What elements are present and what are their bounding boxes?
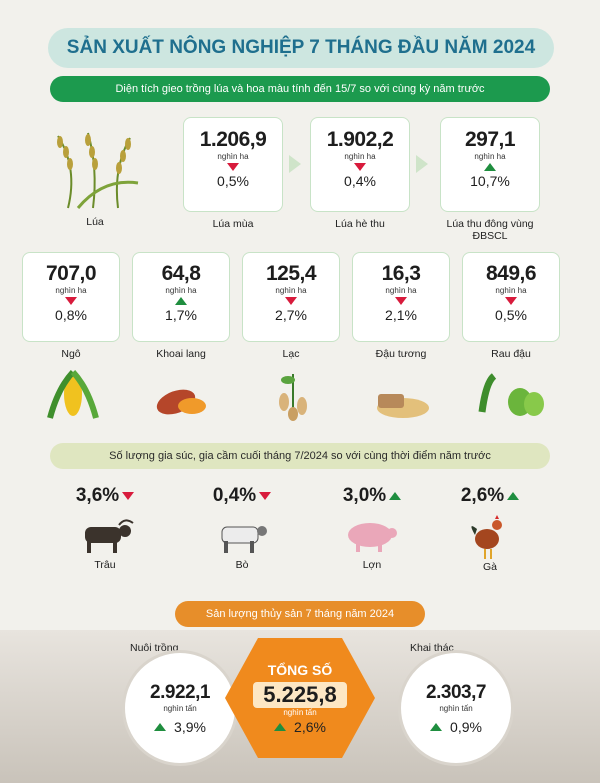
percent: 0,4% bbox=[344, 173, 376, 189]
percent: 0,8% bbox=[55, 307, 87, 323]
trend-up-icon bbox=[430, 722, 443, 731]
fishery-catching-circle: 2.303,7 nghìn tấn 0,9% bbox=[398, 650, 514, 766]
rice-card-lua-he-thu: 1.902,2 nghìn ha 0,4% bbox=[310, 117, 410, 212]
trend-down-icon bbox=[505, 297, 517, 305]
percent: 1,7% bbox=[165, 307, 197, 323]
livestock-label: Trâu bbox=[94, 559, 116, 571]
trend-down-icon bbox=[395, 297, 407, 305]
crop-label: Lạc bbox=[282, 348, 300, 360]
value: 2.303,7 bbox=[426, 681, 486, 703]
livestock-ga: 2,6% Gà bbox=[440, 485, 540, 585]
arrow-right-icon bbox=[416, 155, 428, 173]
value: 125,4 bbox=[265, 262, 317, 285]
crop-card-lac: 125,4 nghìn ha 2,7% bbox=[242, 252, 340, 342]
percent: 0,9% bbox=[450, 718, 482, 735]
unit: nghìn ha bbox=[165, 286, 197, 295]
buffalo-icon bbox=[85, 519, 134, 553]
crop-card-ngo: 707,0 nghìn ha 0,8% bbox=[22, 252, 120, 342]
section-livestock-header: Số lượng gia súc, gia cầm cuối tháng 7/2… bbox=[50, 443, 550, 469]
cow-icon bbox=[221, 526, 267, 553]
percent: 10,7% bbox=[470, 173, 510, 189]
rice-card-lua-mua: 1.206,9 nghìn ha 0,5% bbox=[183, 117, 283, 212]
fishery-total: TỔNG SỐ 5.225,8 nghìn tấn 2,6% bbox=[225, 638, 375, 758]
corn-icon bbox=[38, 368, 108, 425]
crop-label: Rau đậu bbox=[491, 348, 531, 360]
green-vegetable-icon bbox=[472, 372, 547, 423]
livestock-lon: 3,0% Lợn bbox=[322, 485, 422, 585]
unit: nghìn tấn bbox=[283, 707, 317, 717]
value: 64,8 bbox=[161, 262, 201, 285]
value: 1.206,9 bbox=[199, 128, 267, 151]
crop-card-rau-dau: 849,6 nghìn ha 0,5% bbox=[462, 252, 560, 342]
rice-card-label: Lúa thu đông vùng ĐBSCL bbox=[446, 218, 534, 242]
rice-card-label: Lúa mùa bbox=[212, 218, 254, 230]
peanut-icon bbox=[268, 372, 318, 427]
rice-label: Lúa bbox=[86, 216, 104, 228]
value: 16,3 bbox=[381, 262, 421, 285]
value: 1.902,2 bbox=[326, 128, 394, 151]
percent: 2,1% bbox=[385, 307, 417, 323]
arrow-right-icon bbox=[289, 155, 301, 173]
section-fishery-header: Sản lượng thủy sản 7 tháng năm 2024 bbox=[175, 601, 425, 627]
percent: 3,6% bbox=[75, 485, 120, 506]
crop-card-dau-tuong: 16,3 nghìn ha 2,1% bbox=[352, 252, 450, 342]
trend-down-icon bbox=[259, 492, 272, 500]
rooster-icon bbox=[471, 515, 502, 559]
crop-label: Ngô bbox=[61, 348, 81, 360]
percent: 2,6% bbox=[294, 718, 326, 735]
livestock-label: Lợn bbox=[362, 559, 382, 571]
unit: nghìn ha bbox=[275, 286, 307, 295]
trend-down-icon bbox=[354, 163, 366, 171]
pig-icon bbox=[348, 523, 397, 552]
page-title: SẢN XUẤT NÔNG NGHIỆP 7 THÁNG ĐẦU NĂM 202… bbox=[48, 28, 554, 68]
unit: nghìn ha bbox=[385, 286, 417, 295]
value: 2.922,1 bbox=[150, 681, 210, 703]
rice-card-lua-thu-dong: 297,1 nghìn ha 10,7% bbox=[440, 117, 540, 212]
total-hexagon: TỔNG SỐ 5.225,8 nghìn tấn 2,6% bbox=[225, 638, 375, 758]
total-label: TỔNG SỐ bbox=[267, 661, 333, 678]
trend-down-icon bbox=[227, 163, 239, 171]
sweet-potato-icon bbox=[152, 378, 212, 423]
unit: nghìn ha bbox=[495, 286, 527, 295]
crop-label: Khoai lang bbox=[156, 348, 206, 360]
trend-up-icon bbox=[507, 492, 520, 500]
unit: nghìn tấn bbox=[439, 703, 473, 713]
rice-card-label: Lúa hè thu bbox=[335, 218, 385, 230]
crop-card-khoai-lang: 64,8 nghìn ha 1,7% bbox=[132, 252, 230, 342]
trend-up-icon bbox=[389, 492, 402, 500]
trend-down-icon bbox=[285, 297, 297, 305]
unit: nghìn ha bbox=[217, 152, 249, 161]
unit: nghìn ha bbox=[344, 152, 376, 161]
value: 297,1 bbox=[464, 128, 516, 151]
livestock-trau: 3,6% Trâu bbox=[55, 485, 155, 585]
trend-up-icon bbox=[175, 297, 187, 305]
percent: 0,4% bbox=[212, 485, 257, 506]
soybean-icon bbox=[372, 380, 434, 425]
crop-label: Đậu tương bbox=[375, 348, 427, 360]
livestock-label: Gà bbox=[482, 561, 497, 573]
percent: 0,5% bbox=[217, 173, 249, 189]
value: 707,0 bbox=[45, 262, 97, 285]
trend-up-icon bbox=[154, 722, 167, 731]
trend-up-icon bbox=[484, 163, 496, 171]
unit: nghìn tấn bbox=[163, 703, 197, 713]
unit: nghìn ha bbox=[55, 286, 87, 295]
value: 849,6 bbox=[485, 262, 537, 285]
unit: nghìn ha bbox=[474, 152, 506, 161]
percent: 2,7% bbox=[275, 307, 307, 323]
fishery-farming-circle: 2.922,1 nghìn tấn 3,9% bbox=[122, 650, 238, 766]
section-crop-area-header: Diện tích gieo trồng lúa và hoa màu tính… bbox=[50, 76, 550, 102]
percent: 3,0% bbox=[342, 485, 387, 506]
livestock-label: Bò bbox=[235, 559, 249, 571]
livestock-bo: 0,4% Bò bbox=[192, 485, 292, 585]
percent: 2,6% bbox=[460, 485, 505, 506]
value: 5.225,8 bbox=[253, 681, 347, 708]
trend-down-icon bbox=[65, 297, 77, 305]
percent: 0,5% bbox=[495, 307, 527, 323]
percent: 3,9% bbox=[174, 718, 206, 735]
trend-up-icon bbox=[274, 722, 287, 731]
trend-down-icon bbox=[122, 492, 135, 500]
rice-illustration bbox=[48, 128, 143, 213]
